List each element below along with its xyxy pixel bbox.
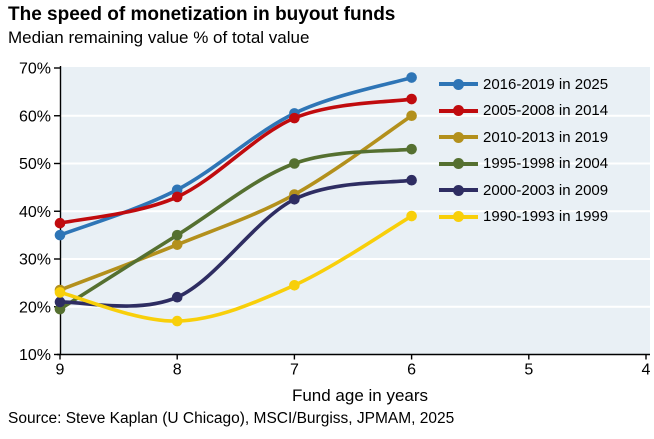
data-point-series-4 [171, 291, 183, 303]
legend-marker [439, 105, 478, 117]
data-point-series-2 [406, 110, 417, 122]
legend-item: 1995-1998 in 2004 [439, 151, 608, 178]
x-tick-label: 7 [290, 362, 299, 379]
y-tick-label: 30% [19, 252, 51, 269]
x-tick-label: 4 [642, 362, 651, 379]
data-point-series-1 [289, 112, 300, 124]
series-line-0 [58, 75, 414, 237]
chart-subtitle: Median remaining value % of total value [8, 28, 310, 47]
legend-label: 2005-2008 in 2014 [483, 102, 609, 120]
legend-dot-swatch [453, 78, 464, 90]
series-line-5 [58, 214, 414, 323]
legend-marker [439, 131, 478, 143]
legend-label: 1990-1993 in 1999 [483, 208, 609, 226]
data-point-series-2 [171, 239, 183, 250]
data-point-series-4 [54, 296, 66, 308]
data-point-series-3 [406, 143, 417, 155]
series-line-1 [58, 97, 414, 225]
legend-item: 2010-2013 in 2019 [439, 124, 608, 151]
y-tick-label: 10% [19, 347, 51, 364]
data-point-series-3 [289, 158, 300, 169]
data-point-series-5 [54, 287, 66, 298]
y-tick-label: 50% [19, 156, 51, 173]
legend-label: 2016-2019 in 2025 [483, 75, 609, 93]
legend-item: 2016-2019 in 2025 [439, 71, 608, 98]
y-tick-label: 60% [19, 108, 51, 125]
legend-label: 2010-2013 in 2019 [483, 128, 609, 146]
legend-item: 2005-2008 in 2014 [439, 98, 608, 125]
series-line-3 [58, 147, 414, 311]
x-tick-label: 9 [56, 362, 65, 379]
legend-marker [439, 78, 478, 90]
data-point-series-5 [406, 210, 417, 222]
legend-dot-swatch [453, 211, 464, 223]
y-tick-label: 20% [19, 299, 51, 316]
source-text: Source: Steve Kaplan (U Chicago), MSCI/B… [8, 410, 455, 427]
data-point-series-1 [171, 191, 183, 203]
series-line-4 [58, 178, 414, 308]
legend-marker [439, 184, 478, 196]
chart-title: The speed of monetization in buyout fund… [8, 4, 396, 25]
data-point-series-1 [406, 93, 417, 105]
data-point-series-4 [406, 174, 417, 186]
chart-legend: 2016-2019 in 2025 2005-2008 in 2014 2010-2… [439, 71, 608, 230]
x-tick-label: 6 [407, 362, 416, 379]
legend-marker [439, 211, 478, 223]
x-tick-label: 8 [173, 362, 182, 379]
legend-dot-swatch [453, 105, 464, 117]
legend-item: 1990-1993 in 1999 [439, 204, 608, 231]
x-tick-label: 5 [524, 362, 533, 379]
data-point-series-4 [289, 194, 300, 205]
x-axis-title: Fund age in years [291, 386, 429, 405]
legend-label: 1995-1998 in 2004 [483, 155, 609, 173]
legend-item: 2000-2003 in 2009 [439, 177, 608, 204]
data-point-series-0 [406, 72, 417, 83]
y-tick-label: 40% [19, 204, 51, 221]
data-point-series-5 [171, 315, 183, 327]
data-point-series-1 [54, 217, 66, 229]
legend-dot-swatch [453, 158, 464, 170]
data-point-series-3 [171, 229, 183, 241]
data-point-series-0 [54, 229, 66, 241]
data-point-series-5 [289, 279, 300, 291]
legend-marker [439, 158, 478, 170]
y-tick-label: 70% [19, 61, 51, 78]
legend-dot-swatch [453, 131, 464, 143]
legend-label: 2000-2003 in 2009 [483, 181, 609, 199]
legend-dot-swatch [453, 184, 464, 196]
